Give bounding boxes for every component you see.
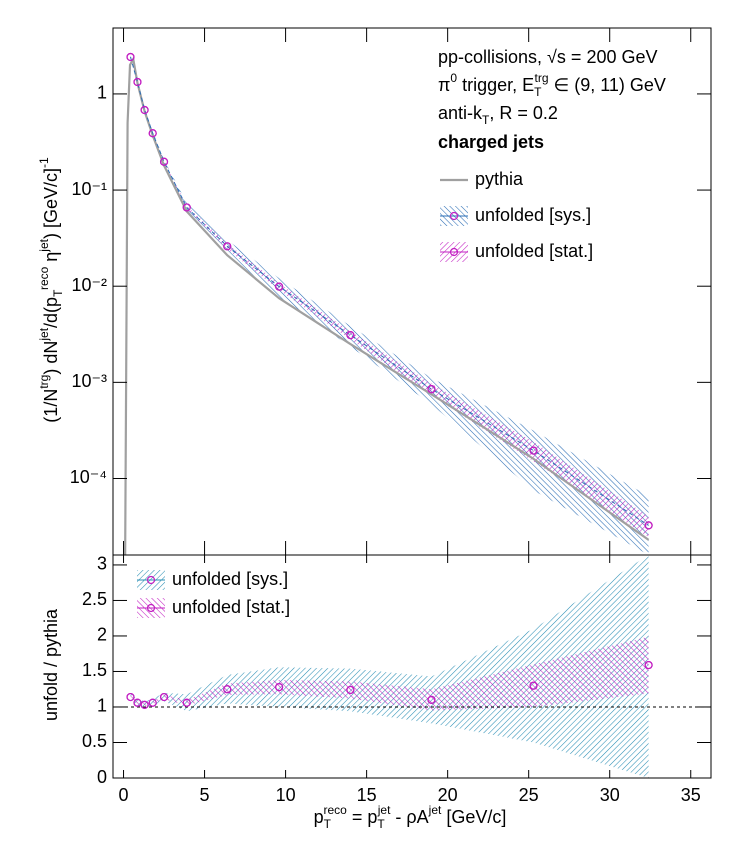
- y-axis-label: (1/Ntrg) dNjet/d(pTreco ηjet) [GeV/c]-1: [37, 157, 65, 423]
- marker: [148, 129, 157, 138]
- marker: [133, 77, 142, 87]
- label-part: T: [377, 817, 385, 831]
- label-part: [GeV/c]: [441, 807, 506, 827]
- x-tick-label: 30: [600, 785, 620, 805]
- y-tick-label: 10⁻²: [71, 275, 107, 295]
- marker: [159, 692, 169, 702]
- marker: [346, 331, 355, 340]
- legend-symbol: [449, 247, 459, 257]
- annotation-part: , R = 0.2: [489, 103, 558, 123]
- label-part: = p: [347, 807, 378, 827]
- marker: [529, 681, 538, 690]
- x-axis-label: pTreco = pTjet - ρAjet [GeV/c]: [314, 803, 507, 831]
- error-band: [130, 56, 649, 538]
- line: [130, 56, 649, 526]
- x-tick-label: 15: [357, 785, 377, 805]
- label-part: jet: [377, 803, 391, 817]
- y-tick-label: 3: [97, 554, 107, 574]
- label-part: p: [314, 807, 324, 827]
- annotation-part: ∈ (9, 11) GeV: [549, 75, 666, 95]
- label-part: reco: [324, 803, 348, 817]
- plot-area: [124, 52, 653, 555]
- legend-symbol: [449, 211, 459, 221]
- legend-label: pythia: [475, 169, 524, 189]
- legend-symbol: [146, 575, 156, 585]
- label-part: η: [41, 252, 61, 267]
- legend-label: unfolded [sys.]: [475, 205, 591, 225]
- y-tick-label: 10⁻⁴: [70, 467, 107, 487]
- marker: [275, 282, 284, 291]
- label-part: (1/N: [41, 389, 61, 423]
- annotation-part: T: [534, 85, 542, 99]
- x-tick-label: 25: [519, 785, 539, 805]
- x-tick-label: 20: [438, 785, 458, 805]
- x-tick-label: 35: [681, 785, 701, 805]
- y-tick-label: 0.5: [82, 731, 107, 751]
- y-tick-label: 1: [97, 696, 107, 716]
- y-tick-label: 10⁻³: [71, 371, 107, 391]
- marker: [223, 242, 232, 251]
- marker: [182, 203, 191, 212]
- error-band: [130, 555, 649, 778]
- marker: [223, 685, 232, 694]
- x-tick-label: 5: [200, 785, 210, 805]
- x-tick-label: 10: [276, 785, 296, 805]
- annotation-part: T: [482, 113, 490, 127]
- label-part: T: [324, 817, 332, 831]
- marker: [275, 682, 284, 692]
- plot-area: [113, 555, 711, 778]
- marker: [140, 105, 149, 115]
- y-tick-label: 1: [97, 83, 107, 103]
- legend-symbol: [146, 603, 156, 613]
- marker: [148, 698, 157, 707]
- label-part: jet: [428, 803, 442, 817]
- y-tick-label: 0: [97, 767, 107, 787]
- annotation-part: anti-k: [438, 103, 483, 123]
- label-part: -1: [37, 157, 51, 168]
- marker: [126, 692, 135, 702]
- marker: [126, 52, 135, 62]
- label-part: - ρA: [390, 807, 428, 827]
- annotation: π0 trigger, ETtrg ∈ (9, 11) GeV: [438, 71, 666, 99]
- label-part: ) [GeV/c]: [41, 168, 61, 239]
- y-tick-label: 2: [97, 625, 107, 645]
- marker: [427, 695, 436, 704]
- marker: [427, 385, 436, 394]
- x-tick-label: 0: [119, 785, 129, 805]
- error-band: [130, 636, 649, 711]
- legend-label: unfolded [sys.]: [172, 569, 288, 589]
- error-band: [130, 55, 649, 555]
- legend-label: unfolded [stat.]: [475, 241, 593, 261]
- frame: [112, 554, 712, 779]
- marker: [182, 698, 191, 707]
- annotation: charged jets: [438, 132, 544, 152]
- label-part: jet: [37, 327, 51, 341]
- y-tick-label: 10⁻¹: [71, 179, 107, 199]
- marker: [644, 660, 653, 670]
- label-part: /d(p: [41, 297, 61, 328]
- marker: [133, 698, 142, 707]
- annotation-part: π: [438, 75, 450, 95]
- annotation: pp-collisions, √s = 200 GeV: [438, 47, 658, 67]
- y-axis-label: unfold / pythia: [41, 608, 61, 721]
- legend-label: unfolded [stat.]: [172, 597, 290, 617]
- label-part: trg: [37, 375, 51, 389]
- y-tick-label: 1.5: [82, 660, 107, 680]
- annotation-part: trigger, E: [457, 75, 534, 95]
- label-part: reco: [37, 266, 51, 290]
- annotation-part: trg: [535, 71, 549, 85]
- marker: [159, 157, 169, 166]
- marker: [140, 700, 149, 709]
- label-part: ) dN: [41, 341, 61, 375]
- marker: [346, 685, 355, 695]
- label-part: jet: [37, 238, 51, 252]
- annotation-part: 0: [450, 71, 457, 85]
- marker: [644, 521, 653, 530]
- label-part: T: [51, 289, 65, 297]
- marker: [529, 446, 538, 455]
- annotation: anti-kT, R = 0.2: [438, 103, 558, 127]
- y-tick-label: 2.5: [82, 589, 107, 609]
